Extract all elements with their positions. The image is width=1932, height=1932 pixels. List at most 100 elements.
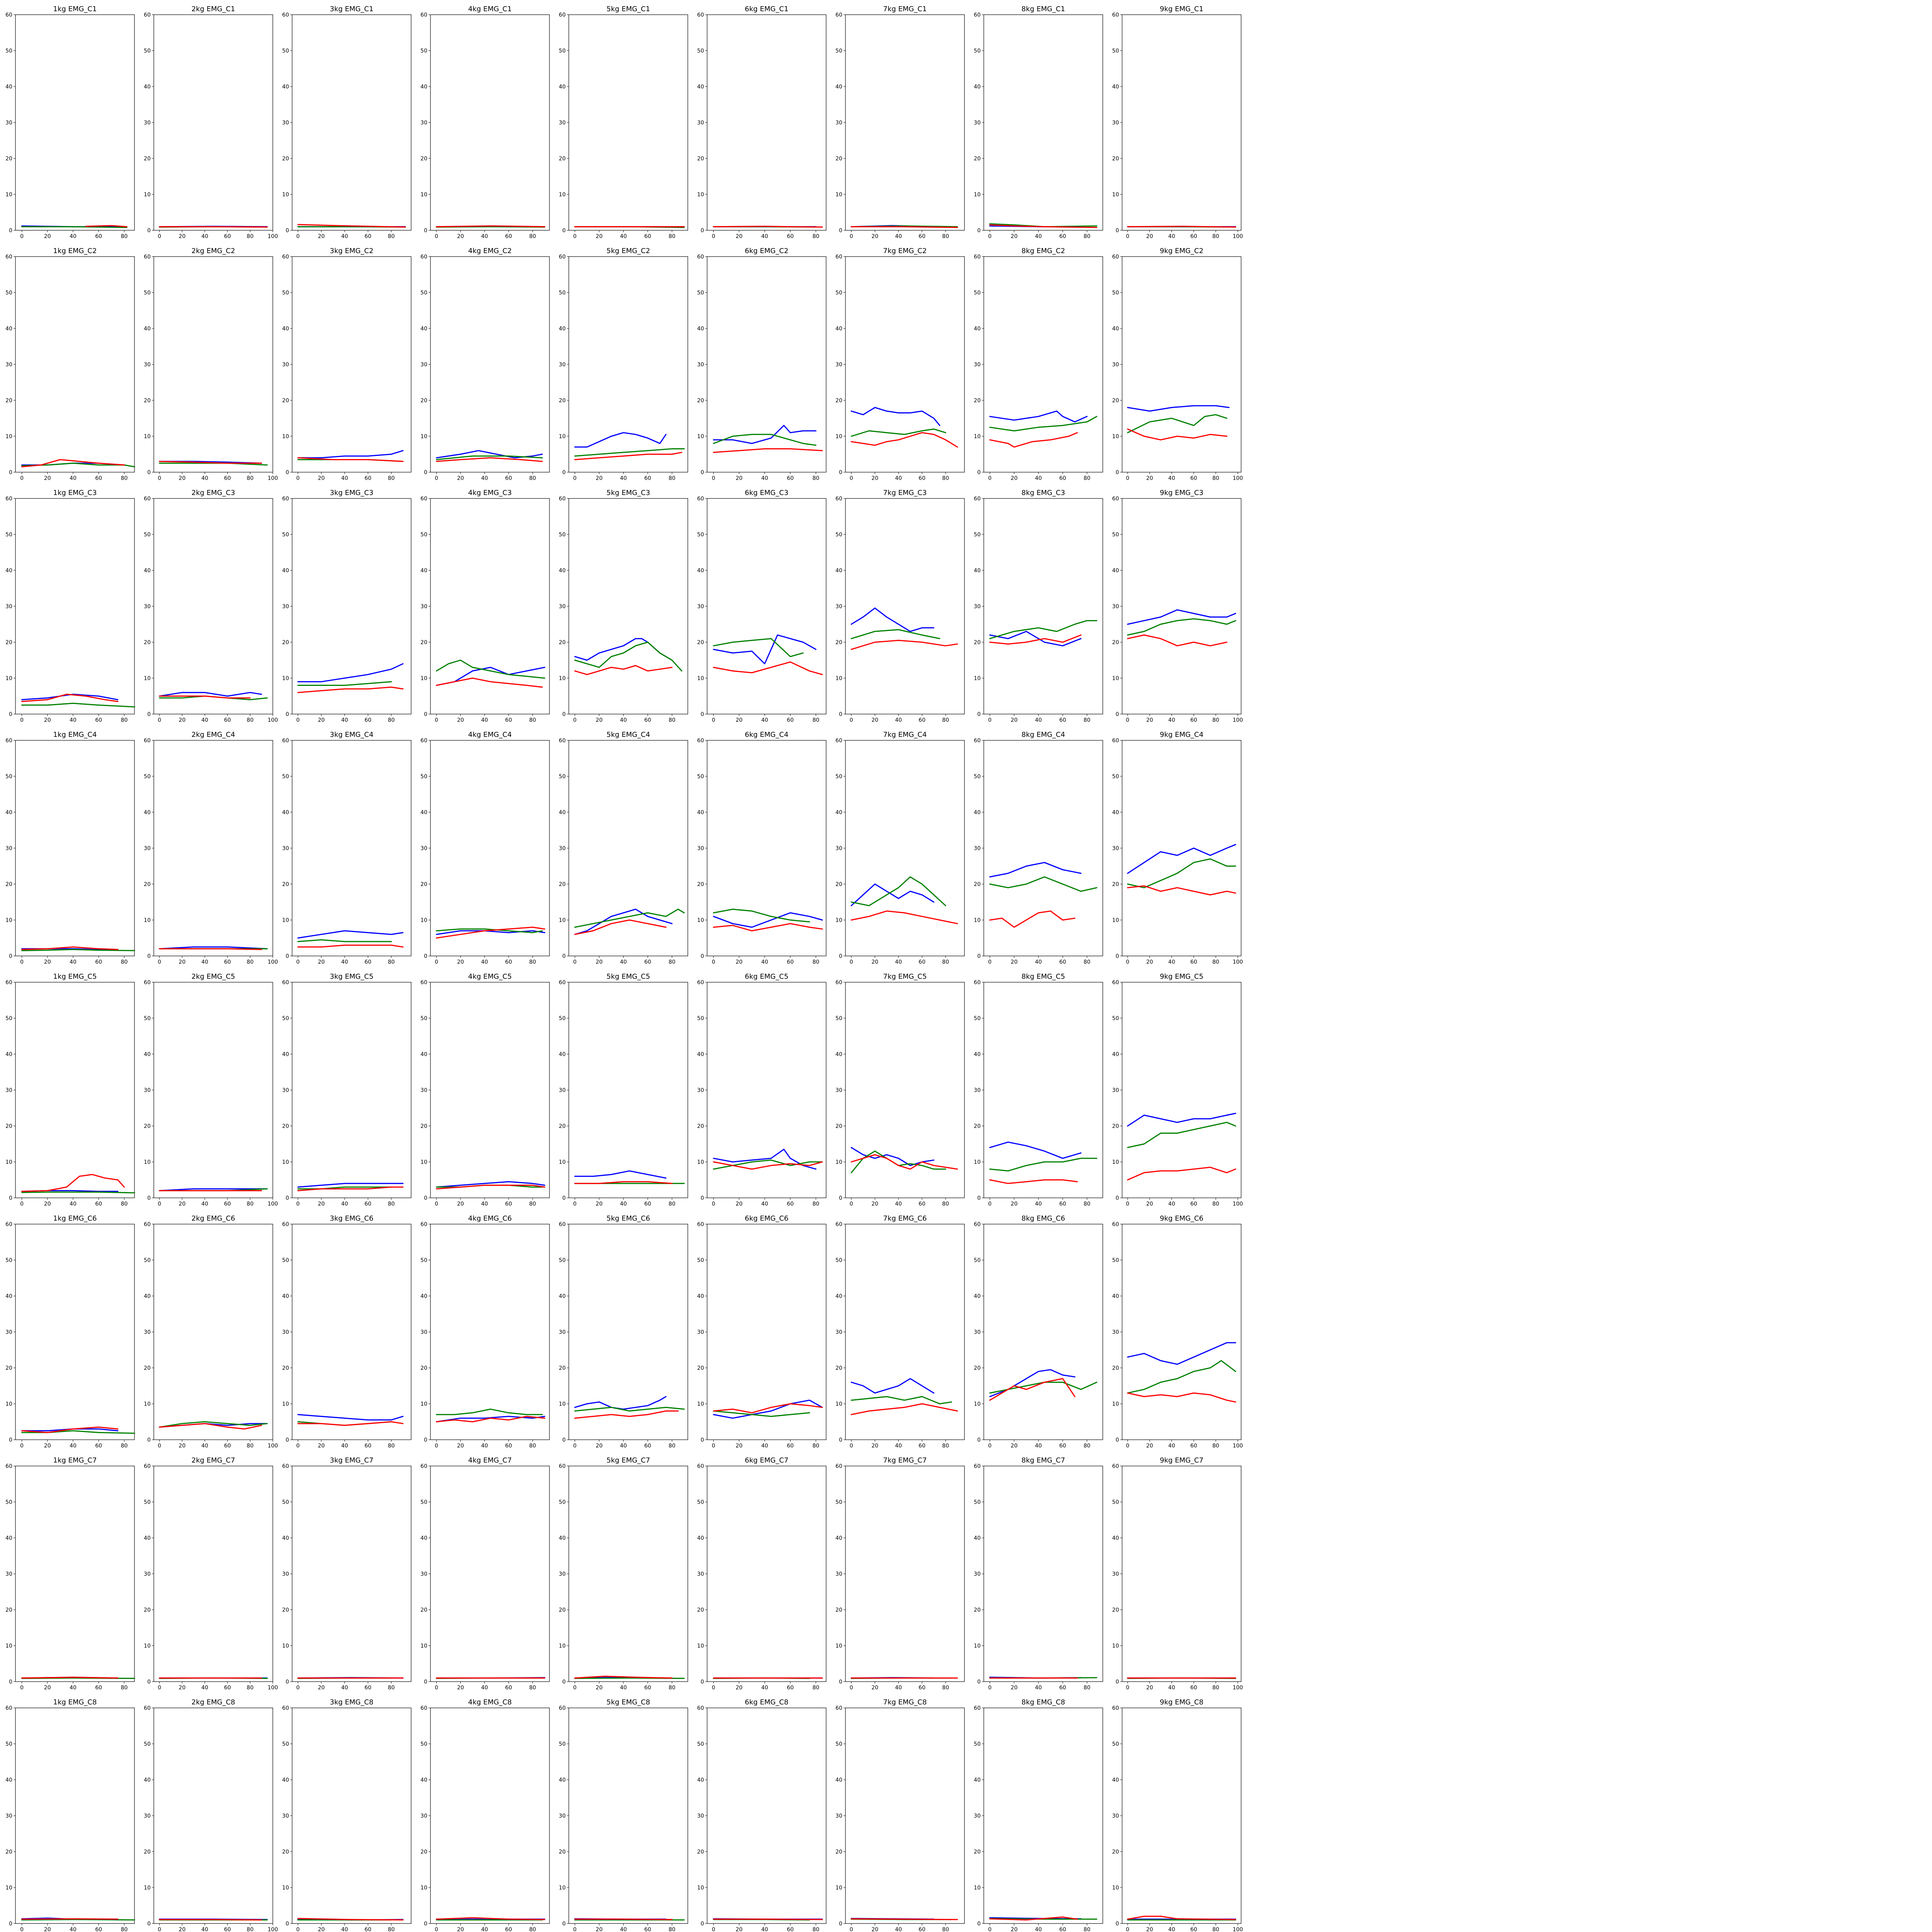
series-line-red xyxy=(436,927,546,939)
series-line-green xyxy=(574,1406,685,1412)
x-tick-label: 40 xyxy=(481,1927,488,1932)
x-tick-label: 40 xyxy=(481,1201,488,1207)
y-tick-label: 40 xyxy=(835,1777,842,1783)
y-tick-label: 40 xyxy=(974,1293,981,1299)
panel-r7-c9: 9kg EMG_C7 0 10 20 30 40 50 60 0 20 40 60 80 100 xyxy=(1112,1456,1243,1691)
y-tick-label: 20 xyxy=(697,156,704,162)
y-tick-label: 50 xyxy=(282,1015,289,1022)
series-line-green xyxy=(850,629,940,639)
x-tick-label: 60 xyxy=(224,1201,231,1207)
y-tick-label: 40 xyxy=(559,84,566,90)
panel-title: 1kg EMG_C7 xyxy=(53,1456,97,1464)
y-tick-label: 30 xyxy=(1112,120,1119,126)
y-tick-label: 20 xyxy=(697,1607,704,1613)
panel-title: 4kg EMG_C6 xyxy=(468,1214,512,1223)
x-tick-label: 80 xyxy=(247,1685,253,1691)
x-tick-label: 80 xyxy=(388,1443,395,1449)
x-tick-label: 0 xyxy=(988,1685,992,1691)
x-tick-label: 60 xyxy=(787,1443,794,1449)
panel-r3-c9: 9kg EMG_C3 0 10 20 30 40 50 60 0 20 40 60 80 100 xyxy=(1112,489,1243,723)
series-line-green xyxy=(713,434,816,446)
x-tick-label: 40 xyxy=(895,1443,902,1449)
panel-r8-c9: 9kg EMG_C8 0 10 20 30 40 50 60 0 20 40 60 80 100 xyxy=(1112,1698,1243,1932)
panel-r7-c6: 6kg EMG_C7 0 10 20 30 40 50 60 0 20 40 60 80 xyxy=(697,1456,827,1691)
series-line-red xyxy=(989,432,1078,448)
x-tick-label: 60 xyxy=(918,717,925,723)
panel-title: 6kg EMG_C6 xyxy=(745,1214,789,1223)
y-tick-label: 0 xyxy=(977,469,981,476)
panel-r8-c6: 6kg EMG_C8 0 10 20 30 40 50 60 0 20 40 60 80 xyxy=(697,1698,827,1932)
y-tick-label: 60 xyxy=(974,12,981,18)
x-tick-label: 20 xyxy=(596,1685,603,1691)
y-tick-label: 30 xyxy=(282,1087,289,1094)
y-tick-label: 20 xyxy=(420,398,427,404)
series-line-green xyxy=(1127,1122,1236,1148)
x-tick-label: 60 xyxy=(644,1685,651,1691)
y-tick-label: 40 xyxy=(697,810,704,816)
panel-r1-c2: 2kg EMG_C1 0 10 20 30 40 50 60 0 20 40 60 80 100 xyxy=(144,5,278,240)
y-tick-label: 20 xyxy=(835,398,842,404)
panel-frame xyxy=(430,1466,550,1682)
y-tick-label: 30 xyxy=(1112,604,1119,610)
y-tick-label: 10 xyxy=(559,917,566,923)
series-line-red xyxy=(1127,885,1236,896)
y-tick-label: 0 xyxy=(9,1195,12,1201)
y-tick-label: 10 xyxy=(974,1643,981,1649)
y-tick-label: 10 xyxy=(835,675,842,682)
y-tick-label: 30 xyxy=(697,845,704,852)
y-tick-label: 40 xyxy=(559,568,566,574)
y-tick-label: 40 xyxy=(282,1051,289,1058)
x-tick-label: 20 xyxy=(736,1443,743,1449)
y-tick-label: 30 xyxy=(559,1087,566,1094)
y-tick-label: 40 xyxy=(974,84,981,90)
y-tick-label: 40 xyxy=(5,326,12,332)
series-line-green xyxy=(1127,618,1236,636)
y-tick-label: 10 xyxy=(144,1401,151,1407)
panel-title: 2kg EMG_C3 xyxy=(192,489,235,497)
y-tick-label: 20 xyxy=(144,1365,151,1371)
x-tick-label: 60 xyxy=(644,959,651,965)
y-tick-label: 60 xyxy=(5,980,12,986)
y-tick-label: 40 xyxy=(1112,84,1119,90)
y-tick-label: 50 xyxy=(5,290,12,296)
panel-title: 8kg EMG_C1 xyxy=(1022,5,1065,13)
panel-r6-c1: 1kg EMG_C6 0 10 20 30 40 50 60 0 20 40 60 80 xyxy=(5,1214,135,1449)
x-tick-label: 0 xyxy=(573,717,577,723)
y-tick-label: 60 xyxy=(697,1705,704,1711)
x-tick-label: 60 xyxy=(364,1443,371,1449)
y-tick-label: 20 xyxy=(420,156,427,162)
panel-r3-c5: 5kg EMG_C3 0 10 20 30 40 50 60 0 20 40 60 80 xyxy=(559,489,688,723)
x-tick-label: 100 xyxy=(1233,1201,1243,1207)
y-tick-label: 0 xyxy=(562,953,566,959)
x-tick-label: 40 xyxy=(201,1927,208,1932)
y-tick-label: 0 xyxy=(977,1195,981,1201)
x-tick-label: 0 xyxy=(435,1927,438,1932)
panel-title: 6kg EMG_C8 xyxy=(745,1698,789,1706)
x-tick-label: 60 xyxy=(644,1201,651,1207)
x-tick-label: 20 xyxy=(871,1443,878,1449)
y-tick-label: 0 xyxy=(147,1921,151,1927)
y-tick-label: 10 xyxy=(282,1885,289,1891)
y-tick-label: 20 xyxy=(697,639,704,646)
x-tick-label: 60 xyxy=(644,475,651,481)
y-tick-label: 10 xyxy=(835,1159,842,1165)
x-tick-label: 100 xyxy=(1233,959,1243,965)
panel-frame xyxy=(15,1224,135,1440)
y-tick-label: 20 xyxy=(144,1607,151,1613)
panel-frame xyxy=(153,740,273,956)
panel-r7-c7: 7kg EMG_C7 0 10 20 30 40 50 60 0 20 40 60 80 xyxy=(835,1456,965,1691)
x-tick-label: 80 xyxy=(1083,1201,1090,1207)
x-tick-label: 0 xyxy=(573,475,577,481)
y-tick-label: 40 xyxy=(697,1535,704,1541)
y-tick-label: 40 xyxy=(5,1535,12,1541)
panel-title: 5kg EMG_C8 xyxy=(607,1698,650,1706)
x-tick-label: 40 xyxy=(895,1201,902,1207)
panel-title: 7kg EMG_C3 xyxy=(883,489,927,497)
y-tick-label: 30 xyxy=(974,1571,981,1577)
series-line-blue xyxy=(574,908,673,935)
y-tick-label: 30 xyxy=(282,1571,289,1577)
y-tick-label: 50 xyxy=(5,1257,12,1264)
x-tick-label: 60 xyxy=(787,717,794,723)
y-tick-label: 40 xyxy=(420,568,427,574)
y-tick-label: 60 xyxy=(144,738,151,744)
